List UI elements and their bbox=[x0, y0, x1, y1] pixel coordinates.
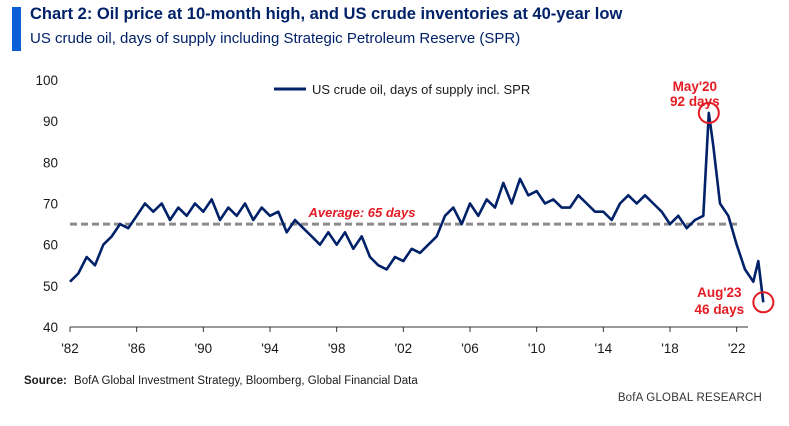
accent-bar bbox=[12, 7, 21, 51]
x-tick-label: '86 bbox=[128, 341, 146, 356]
annotation-label: 46 days bbox=[695, 302, 745, 317]
source-text: BofA Global Investment Strategy, Bloombe… bbox=[74, 375, 418, 387]
x-tick-label: '98 bbox=[328, 341, 346, 356]
annotation-label: May'20 bbox=[673, 79, 718, 94]
x-tick-label: '22 bbox=[728, 341, 746, 356]
chart-title: Chart 2: Oil price at 10-month high, and… bbox=[30, 5, 623, 23]
annotation-circle bbox=[697, 101, 720, 124]
x-tick-label: '14 bbox=[595, 341, 613, 356]
x-tick-label: '06 bbox=[461, 341, 479, 356]
y-tick-label: 90 bbox=[43, 114, 58, 129]
annotation-circle bbox=[752, 291, 775, 314]
brand-label: BofA GLOBAL RESEARCH bbox=[617, 392, 762, 404]
x-tick-label: '82 bbox=[61, 341, 79, 356]
y-tick-label: 60 bbox=[43, 238, 58, 253]
x-tick-label: '02 bbox=[395, 341, 413, 356]
average-label: Average: 65 days bbox=[308, 205, 416, 220]
source-note: Source: BofA Global Investment Strategy,… bbox=[24, 375, 418, 387]
x-tick-label: '90 bbox=[195, 341, 213, 356]
x-tick-label: '18 bbox=[661, 341, 679, 356]
x-tick-label: '10 bbox=[528, 341, 546, 356]
y-tick-label: 40 bbox=[43, 320, 58, 335]
y-tick-label: 70 bbox=[43, 197, 58, 212]
chart-subtitle: US crude oil, days of supply including S… bbox=[30, 30, 521, 47]
annotation-label: 92 days bbox=[670, 94, 720, 109]
y-tick-label: 100 bbox=[35, 73, 58, 88]
legend-label: US crude oil, days of supply incl. SPR bbox=[312, 82, 530, 97]
source-label: Source: bbox=[24, 375, 67, 387]
y-tick-label: 50 bbox=[43, 279, 58, 294]
series-line bbox=[69, 111, 765, 303]
y-tick-label: 80 bbox=[43, 155, 58, 170]
x-tick-label: '94 bbox=[261, 341, 279, 356]
annotation-label: Aug'23 bbox=[697, 285, 742, 300]
